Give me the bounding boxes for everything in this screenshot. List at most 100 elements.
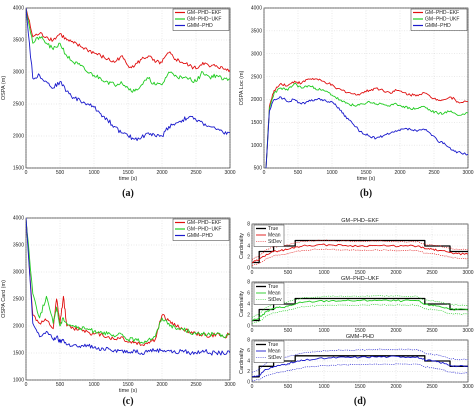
y-axis-label: Cardinality <box>239 291 245 317</box>
legend-label: Mean <box>268 291 281 297</box>
y-tick-label: 0 <box>247 324 250 330</box>
series-line-gm-phd-ukf <box>26 8 230 93</box>
y-tick-label: 0 <box>247 266 250 272</box>
y-tick-label: 2500 <box>13 297 24 303</box>
legend-label: True <box>268 284 278 290</box>
chart-panel-c: 0 500 1000 1500 2000 2500 3000 1000 1500 2000 2500… <box>1 216 236 394</box>
y-tick-label: 2000 <box>251 97 262 103</box>
y-tick-label: 8 <box>247 280 250 286</box>
legend-label: GMM−PHD <box>187 23 213 29</box>
legend-box <box>172 8 230 31</box>
y-tick-label: 2500 <box>13 102 24 108</box>
x-tick-label: 2000 <box>390 384 401 390</box>
legend-label: Mean <box>268 349 281 355</box>
y-tick-label: 3000 <box>13 70 24 76</box>
legend-label: GMM−PHD <box>425 23 451 29</box>
x-tick-label: 1500 <box>354 384 365 390</box>
y-tick-label: 1000 <box>251 143 262 149</box>
subplot-title: GM−PHD−UKF <box>341 276 380 282</box>
series-line-true <box>252 239 468 264</box>
x-tick-label: 3000 <box>462 270 473 276</box>
y-tick-label: 2 <box>247 313 250 319</box>
series-line-gm-phd-ukf <box>26 218 230 344</box>
x-tick-label: 500 <box>284 384 293 390</box>
y-tick-label: 3500 <box>251 29 262 35</box>
x-tick-label: 1000 <box>88 170 99 176</box>
y-axis-label: OSPA Loc (m) <box>239 70 245 105</box>
x-tick-label: 2000 <box>390 270 401 276</box>
y-tick-label: 2000 <box>13 324 24 330</box>
x-tick-label: 0 <box>263 170 266 176</box>
x-tick-label: 1500 <box>360 170 371 176</box>
x-tick-label: 2000 <box>390 328 401 334</box>
y-tick-label: 2000 <box>13 134 24 140</box>
y-tick-label: 3500 <box>13 38 24 44</box>
y-tick-label: 6 <box>247 233 250 239</box>
legend-label: GM−PHD−EKF <box>187 10 221 16</box>
x-tick-label: 1000 <box>326 170 337 176</box>
y-tick-label: 3000 <box>251 51 262 57</box>
y-tick-label: 8 <box>247 222 250 228</box>
x-tick-label: 1000 <box>318 328 329 334</box>
legend-label: GM−PHD−UKF <box>187 17 221 23</box>
legend-label: True <box>268 342 278 348</box>
legend-label: StDev <box>268 297 282 303</box>
x-tick-label: 3000 <box>224 382 235 388</box>
x-tick-label: 500 <box>284 328 293 334</box>
x-tick-label: 2000 <box>156 382 167 388</box>
y-tick-label: 2 <box>247 369 250 375</box>
legend-label: GMM−PHD <box>187 233 213 239</box>
x-tick-label: 1500 <box>354 270 365 276</box>
series-line-stdev-lower <box>252 304 468 324</box>
x-tick-label: 2000 <box>156 170 167 176</box>
legend-label: GM−PHD−EKF <box>187 220 221 226</box>
x-tick-label: 2500 <box>426 270 437 276</box>
y-tick-label: 4 <box>247 244 250 250</box>
y-tick-label: 0 <box>247 380 250 386</box>
series-line-gm-phd-ekf <box>26 8 230 72</box>
x-tick-label: 500 <box>294 170 303 176</box>
series-group <box>252 348 468 382</box>
chart-panel-d0: 0 500 1000 1500 2000 2500 3000 0 2 4 6 8Cardinality… <box>239 218 474 276</box>
x-tick-label: 2500 <box>426 384 437 390</box>
y-tick-label: 4000 <box>13 216 24 222</box>
y-tick-label: 6 <box>247 291 250 297</box>
x-tick-label: 2500 <box>190 170 201 176</box>
y-tick-label: 4 <box>247 302 250 308</box>
y-tick-label: 8 <box>247 338 250 344</box>
chart-panel-a: 0 500 1000 1500 2000 2500 3000 1500 2000 2500 3000… <box>1 6 236 182</box>
y-tick-label: 1000 <box>13 378 24 384</box>
panel-caption-b: (b) <box>360 188 372 199</box>
y-tick-label: 1500 <box>13 166 24 172</box>
x-tick-label: 3000 <box>462 328 473 334</box>
series-line-true <box>252 355 468 378</box>
series-group <box>26 218 230 356</box>
subplot-title: GMM−PHD <box>346 334 374 340</box>
series-group <box>252 295 468 324</box>
legend-box <box>253 282 285 305</box>
legend-label: Mean <box>268 233 281 239</box>
legend-label: GM−PHD−UKF <box>187 227 221 233</box>
legend-label: StDev <box>268 355 282 361</box>
x-tick-label: 0 <box>25 170 28 176</box>
x-tick-label: 1500 <box>122 170 133 176</box>
x-tick-label: 1000 <box>318 384 329 390</box>
series-group <box>252 239 468 266</box>
y-axis-label: OSPA Card (m) <box>1 280 7 318</box>
subplot-title: GM−PHD−EKF <box>341 218 379 224</box>
legend-box <box>253 340 285 363</box>
x-tick-label: 3000 <box>462 170 473 176</box>
y-axis-label: Cardinality <box>239 233 245 259</box>
legend-label: StDev <box>268 239 282 245</box>
series-group <box>265 77 468 168</box>
x-tick-label: 2000 <box>394 170 405 176</box>
y-tick-label: 2 <box>247 255 250 261</box>
y-tick-label: 6 <box>247 348 250 354</box>
x-tick-label: 1000 <box>318 270 329 276</box>
